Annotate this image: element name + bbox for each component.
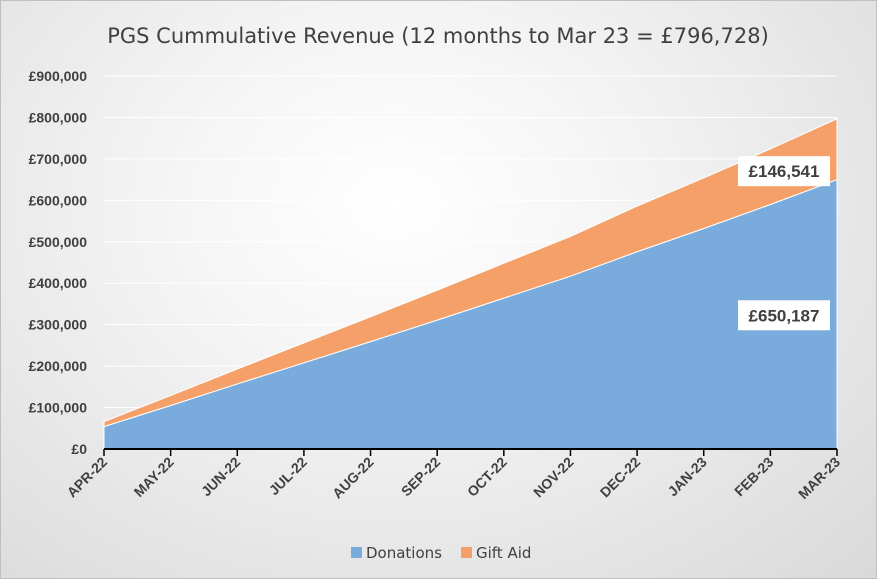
x-axis-ticks: APR-22 MAY-22 JUN-22 JUL-22 AUG-22 SEP-22 OCT-… [64,454,844,502]
data-label: £650,187 [749,306,820,325]
gridlines [104,75,837,409]
x-tick-label: JAN-23 [664,454,710,500]
x-tick-label: SEP-22 [398,454,444,500]
legend: Donations Gift Aid [351,544,531,562]
x-tick-label: JUN-22 [198,454,244,500]
y-tick-label: £0 [71,441,87,457]
y-tick-label: £400,000 [29,275,88,291]
axes [103,448,838,456]
legend-label: Donations [366,544,442,562]
legend-swatch [351,547,362,558]
plot-areas [103,118,838,450]
data-labels: £146,541 £650,187 [738,156,830,331]
y-tick-label: £700,000 [29,151,88,167]
y-tick-label: £600,000 [29,192,88,208]
y-tick-label: £800,000 [29,109,88,125]
legend-label: Gift Aid [476,544,531,562]
y-tick-label: £300,000 [29,317,88,333]
data-label-box [738,156,830,187]
data-label: £146,541 [749,162,820,181]
x-tick-label: MAY-22 [131,454,177,500]
x-tick-label: DEC-22 [597,454,644,501]
data-label-box [738,300,830,331]
chart-title: PGS Cummulative Revenue (12 months to Ma… [107,24,769,48]
x-tick-label: JUL-22 [266,454,310,498]
legend-swatch [461,547,472,558]
y-tick-label: £200,000 [29,358,88,374]
y-tick-label: £100,000 [29,400,88,416]
x-tick-label: NOV-22 [530,454,577,501]
x-tick-label: OCT-22 [464,454,510,500]
x-tick-label: AUG-22 [329,454,377,502]
area-series-gift-aid [103,118,838,428]
x-tick-label: APR-22 [64,454,111,501]
y-tick-label: £500,000 [29,234,88,250]
y-tick-label: £900,000 [29,68,88,84]
x-tick-label: FEB-23 [731,454,777,500]
y-axis-ticks: £0 £100,000 £200,000 £300,000 £400,000 £500,0… [29,68,88,457]
x-tick-label: MAR-23 [795,454,843,502]
